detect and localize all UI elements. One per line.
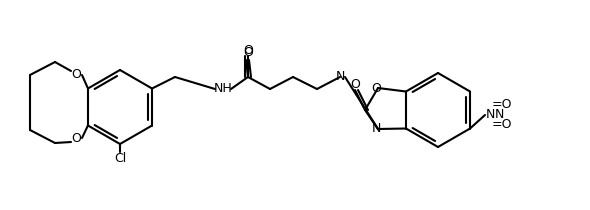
Text: O: O — [371, 81, 381, 94]
Text: O: O — [243, 43, 253, 56]
Text: N: N — [495, 109, 504, 122]
Text: =O: =O — [491, 98, 512, 112]
Text: N: N — [486, 109, 494, 122]
Text: Cl: Cl — [114, 151, 126, 164]
Text: O: O — [243, 46, 253, 59]
Text: O: O — [71, 68, 81, 81]
Text: NH: NH — [214, 83, 232, 96]
Text: O: O — [350, 77, 360, 91]
Text: N: N — [371, 122, 381, 135]
Text: N: N — [335, 71, 345, 84]
Text: =O: =O — [491, 118, 512, 131]
Text: O: O — [71, 131, 81, 144]
